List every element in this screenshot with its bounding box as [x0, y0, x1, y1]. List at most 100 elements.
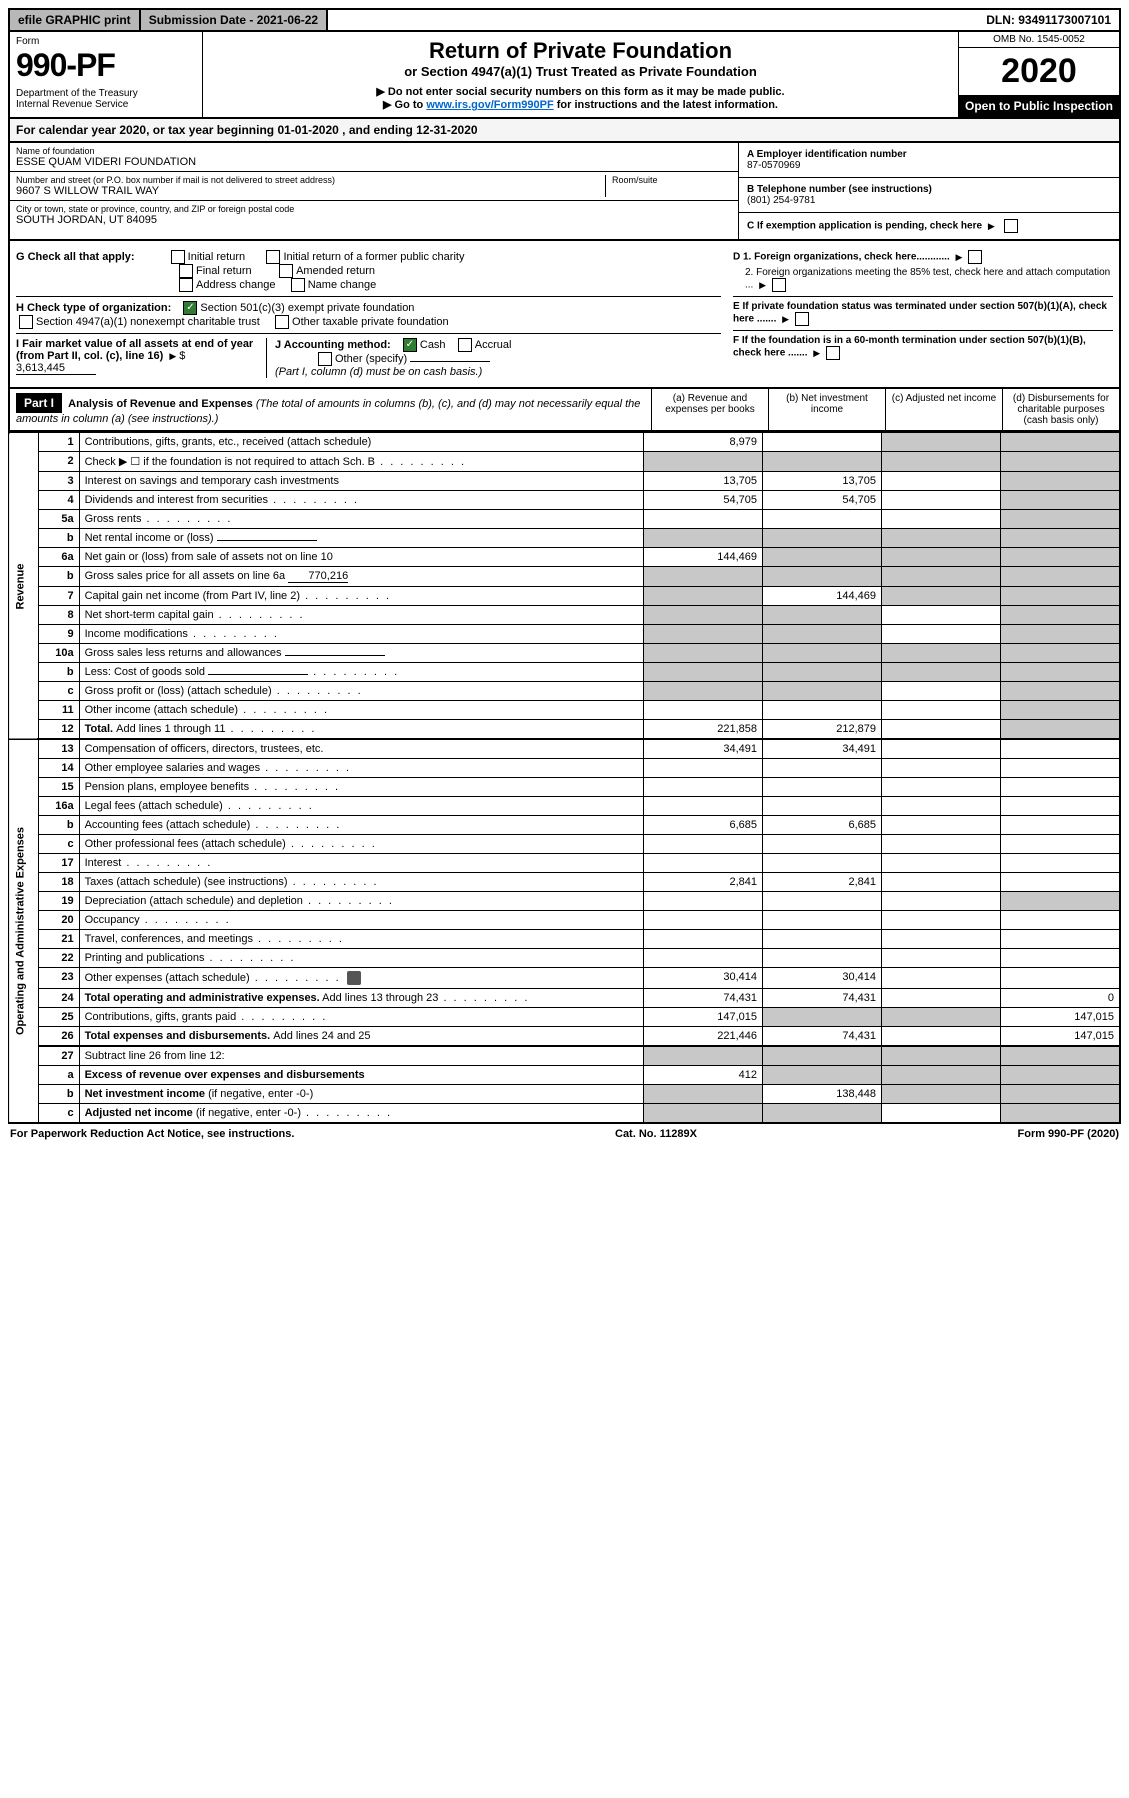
- line-number: 17: [38, 854, 79, 873]
- line-label: Printing and publications: [79, 949, 643, 968]
- line-number: b: [38, 1085, 79, 1104]
- cell-shaded: [763, 548, 882, 567]
- amended-return-checkbox[interactable]: [279, 264, 293, 278]
- j-row: J Accounting method: Cash Accrual Other …: [266, 338, 511, 378]
- final-return-checkbox[interactable]: [179, 264, 193, 278]
- cell-amount: [882, 1104, 1001, 1124]
- form-subtitle: or Section 4947(a)(1) Trust Treated as P…: [209, 64, 952, 79]
- table-row: bGross sales price for all assets on lin…: [9, 567, 1120, 587]
- table-row: aExcess of revenue over expenses and dis…: [9, 1066, 1120, 1085]
- efile-print-button[interactable]: efile GRAPHIC print: [10, 10, 141, 30]
- cell-shaded: [763, 1046, 882, 1066]
- line-number: c: [38, 835, 79, 854]
- line-number: 18: [38, 873, 79, 892]
- omb-number: OMB No. 1545-0052: [959, 32, 1119, 48]
- cell-amount: 34,491: [644, 739, 763, 759]
- table-row: Revenue1Contributions, gifts, grants, et…: [9, 433, 1120, 452]
- address-change-checkbox[interactable]: [179, 278, 193, 292]
- cell-amount: [1001, 949, 1121, 968]
- cell-shaded: [763, 452, 882, 472]
- table-row: 20Occupancy: [9, 911, 1120, 930]
- cell-amount: [882, 510, 1001, 529]
- city: SOUTH JORDAN, UT 84095: [16, 214, 732, 226]
- cell-amount: [763, 778, 882, 797]
- cell-amount: [882, 797, 1001, 816]
- cell-shaded: [1001, 1066, 1121, 1085]
- attachment-icon[interactable]: [347, 971, 361, 985]
- cell-amount: [644, 759, 763, 778]
- form-number: 990-PF: [16, 47, 196, 84]
- footer-left: For Paperwork Reduction Act Notice, see …: [10, 1128, 294, 1140]
- line-number: 8: [38, 606, 79, 625]
- line-number: a: [38, 1066, 79, 1085]
- arrow-icon: [988, 221, 995, 232]
- cell-amount: [882, 778, 1001, 797]
- cell-shaded: [1001, 892, 1121, 911]
- cell-shaded: [763, 567, 882, 587]
- table-row: 9Income modifications: [9, 625, 1120, 644]
- cell-amount: [882, 759, 1001, 778]
- exemption-checkbox[interactable]: [1004, 219, 1018, 233]
- col-c-header: (c) Adjusted net income: [885, 389, 1002, 430]
- cash-checkbox[interactable]: [403, 338, 417, 352]
- g-row: G Check all that apply: Initial return I…: [16, 250, 721, 292]
- foreign-85-checkbox[interactable]: [772, 278, 786, 292]
- cell-shaded: [882, 1008, 1001, 1027]
- cell-amount: [882, 682, 1001, 701]
- phone-value: (801) 254-9781: [747, 195, 815, 206]
- cell-amount: 13,705: [763, 472, 882, 491]
- other-taxable-checkbox[interactable]: [275, 315, 289, 329]
- cell-shaded: [882, 1066, 1001, 1085]
- line-number: 2: [38, 452, 79, 472]
- cell-shaded: [644, 452, 763, 472]
- cell-amount: [882, 625, 1001, 644]
- cell-shaded: [1001, 491, 1121, 510]
- cell-amount: [763, 911, 882, 930]
- cell-shaded: [882, 1046, 1001, 1066]
- h-row: H Check type of organization: Section 50…: [16, 296, 721, 329]
- name-change-checkbox[interactable]: [291, 278, 305, 292]
- 501c3-checkbox[interactable]: [183, 301, 197, 315]
- cell-amount: 221,446: [644, 1027, 763, 1047]
- cell-shaded: [1001, 529, 1121, 548]
- terminated-checkbox[interactable]: [795, 312, 809, 326]
- department: Department of the Treasury Internal Reve…: [16, 88, 196, 110]
- phone-label: B Telephone number (see instructions): [747, 184, 932, 195]
- 4947-checkbox[interactable]: [19, 315, 33, 329]
- accrual-checkbox[interactable]: [458, 338, 472, 352]
- former-charity-checkbox[interactable]: [266, 250, 280, 264]
- table-row: bNet rental income or (loss): [9, 529, 1120, 548]
- part1-header-row: Part I Analysis of Revenue and Expenses …: [8, 389, 1121, 432]
- cell-amount: 138,448: [763, 1085, 882, 1104]
- cell-amount: [882, 873, 1001, 892]
- calendar-year-row: For calendar year 2020, or tax year begi…: [8, 119, 1121, 143]
- cell-shaded: [644, 606, 763, 625]
- room-label: Room/suite: [612, 175, 732, 185]
- cell-amount: 74,431: [763, 1027, 882, 1047]
- cell-amount: [882, 816, 1001, 835]
- line-number: 6a: [38, 548, 79, 567]
- line-number: 14: [38, 759, 79, 778]
- line-label: Accounting fees (attach schedule): [79, 816, 643, 835]
- line-label: Gross sales price for all assets on line…: [79, 567, 643, 587]
- ein-label: A Employer identification number: [747, 149, 907, 160]
- cell-amount: [644, 930, 763, 949]
- cell-amount: [882, 491, 1001, 510]
- cell-shaded: [763, 1104, 882, 1124]
- line-number: 16a: [38, 797, 79, 816]
- table-row: 17Interest: [9, 854, 1120, 873]
- table-row: bAccounting fees (attach schedule)6,6856…: [9, 816, 1120, 835]
- line-label: Excess of revenue over expenses and disb…: [79, 1066, 643, 1085]
- table-row: 18Taxes (attach schedule) (see instructi…: [9, 873, 1120, 892]
- 60month-checkbox[interactable]: [826, 346, 840, 360]
- cell-shaded: [1001, 606, 1121, 625]
- part1-label: Part I: [16, 393, 62, 413]
- form-link[interactable]: www.irs.gov/Form990PF: [426, 99, 553, 111]
- other-method-checkbox[interactable]: [318, 352, 332, 366]
- line-number: c: [38, 682, 79, 701]
- line-label: Other employee salaries and wages: [79, 759, 643, 778]
- foreign-org-checkbox[interactable]: [968, 250, 982, 264]
- cell-amount: [882, 911, 1001, 930]
- cell-shaded: [1001, 625, 1121, 644]
- initial-return-checkbox[interactable]: [171, 250, 185, 264]
